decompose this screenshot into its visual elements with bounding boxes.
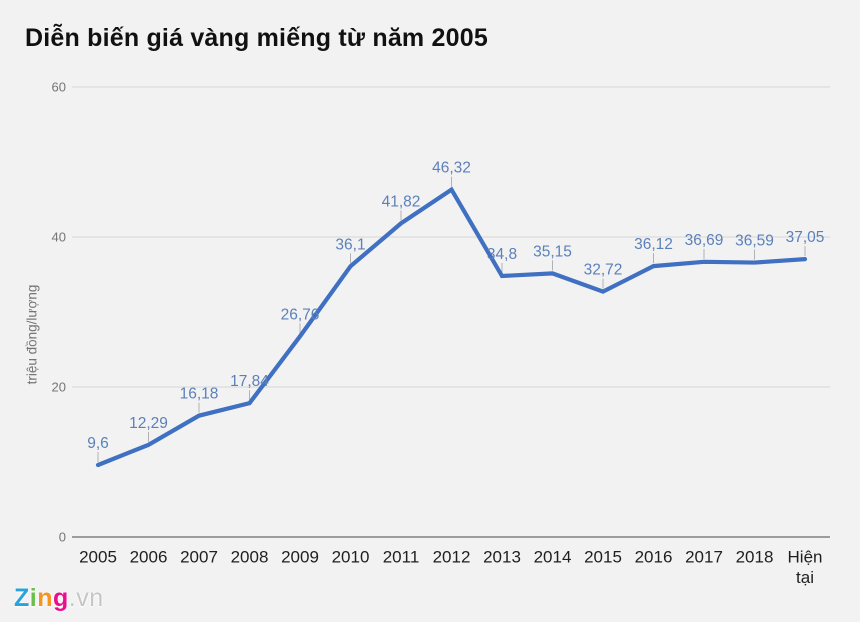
y-tick-label: 60 — [52, 80, 66, 95]
data-point-label: 36,69 — [685, 232, 724, 249]
data-point-label: 32,72 — [584, 262, 623, 279]
data-point-label: 36,12 — [634, 236, 673, 253]
y-tick-label: 20 — [52, 380, 66, 395]
logo-letter: i — [29, 584, 38, 612]
data-point-label: 12,29 — [129, 415, 168, 432]
x-tick-label: 2006 — [130, 548, 168, 567]
y-tick-label: 40 — [52, 230, 66, 245]
data-point-label: 26,76 — [281, 306, 320, 323]
x-tick-label: 2011 — [383, 548, 420, 567]
data-point-label: 17,84 — [230, 373, 269, 390]
data-point-label: 37,05 — [786, 229, 825, 246]
chart-title: Diễn biến giá vàng miếng từ năm 2005 — [25, 24, 488, 52]
data-point-label: 9,6 — [87, 435, 109, 452]
x-tick-label: 2009 — [281, 548, 319, 567]
x-tick-label: 2015 — [584, 548, 622, 567]
data-point-label: 36,1 — [335, 236, 365, 253]
x-tick-label: 2005 — [79, 548, 117, 567]
x-tick-label: 2017 — [685, 548, 723, 567]
x-tick-label: 2008 — [231, 548, 269, 567]
x-tick-label: 2007 — [180, 548, 218, 567]
data-point-label: 41,82 — [382, 193, 421, 210]
series-line-gold-price — [95, 186, 808, 468]
x-tick-label: 2018 — [736, 548, 774, 567]
logo-letter: n — [37, 584, 54, 612]
data-point-label: 16,18 — [180, 386, 219, 403]
x-tick-label: Hiện tại — [788, 548, 823, 588]
data-point-label: 46,32 — [432, 160, 471, 177]
y-tick-label: 0 — [59, 530, 66, 545]
logo-suffix: .vn — [68, 584, 104, 612]
x-tick-label: 2014 — [534, 548, 572, 567]
x-tick-label: 2016 — [635, 548, 673, 567]
x-tick-label: 2013 — [483, 548, 521, 567]
data-point-label: 34,8 — [487, 246, 517, 263]
logo-letter: Z — [14, 584, 30, 612]
x-tick-label: 2012 — [433, 548, 471, 567]
data-point-label: 36,59 — [735, 233, 774, 250]
data-point-label: 35,15 — [533, 243, 572, 260]
x-tick-label: 2010 — [332, 548, 370, 567]
logo-letter: g — [53, 584, 69, 612]
zing-logo: Zing.vn — [14, 584, 104, 613]
